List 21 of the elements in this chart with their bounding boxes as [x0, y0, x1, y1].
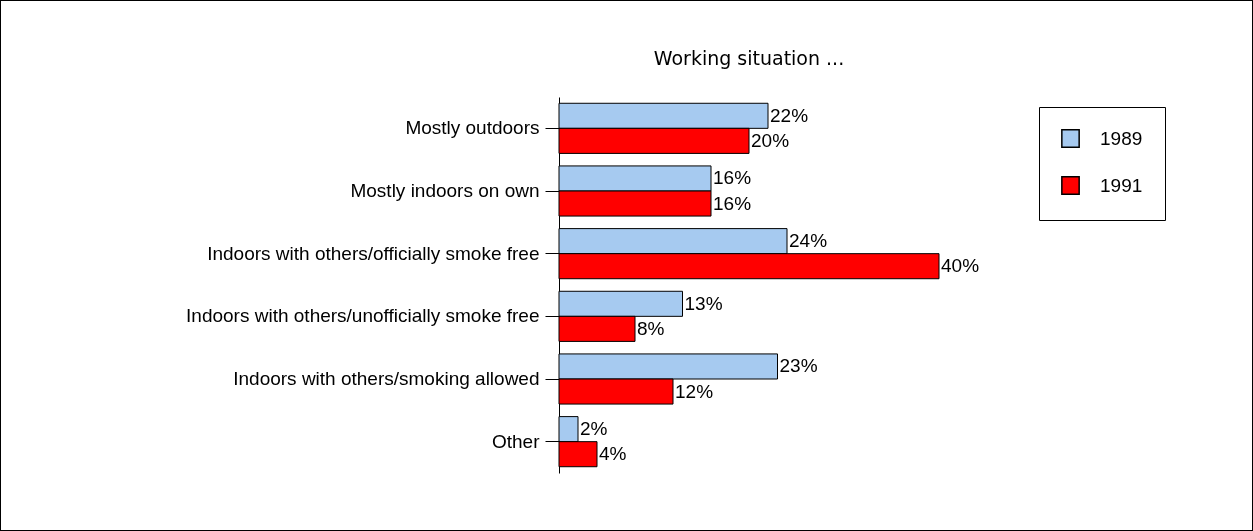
data-label: 23%	[779, 355, 818, 377]
y-tick-label: Mostly outdoors	[405, 117, 540, 139]
legend-label: 1991	[1100, 174, 1143, 196]
data-label: 16%	[713, 167, 752, 189]
chart-title: Working situation ...	[653, 47, 845, 69]
data-label: 20%	[751, 129, 790, 151]
y-tick-label: Indoors with others/unofficially smoke free	[186, 305, 540, 327]
y-tick-label: Other	[491, 430, 541, 452]
data-label: 12%	[675, 380, 714, 402]
data-label: 2%	[580, 418, 608, 440]
data-label: 24%	[789, 230, 828, 252]
legend-label: 1989	[1100, 127, 1143, 149]
data-label: 4%	[599, 443, 627, 465]
y-tick-label: Indoors with others/smoking allowed	[233, 368, 540, 389]
data-label: 8%	[637, 317, 665, 339]
data-label: 13%	[684, 292, 723, 314]
data-label: 22%	[770, 104, 809, 126]
data-label: 16%	[713, 192, 752, 214]
data-label: 40%	[941, 255, 980, 277]
y-tick-label: Indoors with others/officially smoke free	[207, 242, 540, 264]
y-tick-label: Mostly indoors on own	[350, 180, 540, 201]
